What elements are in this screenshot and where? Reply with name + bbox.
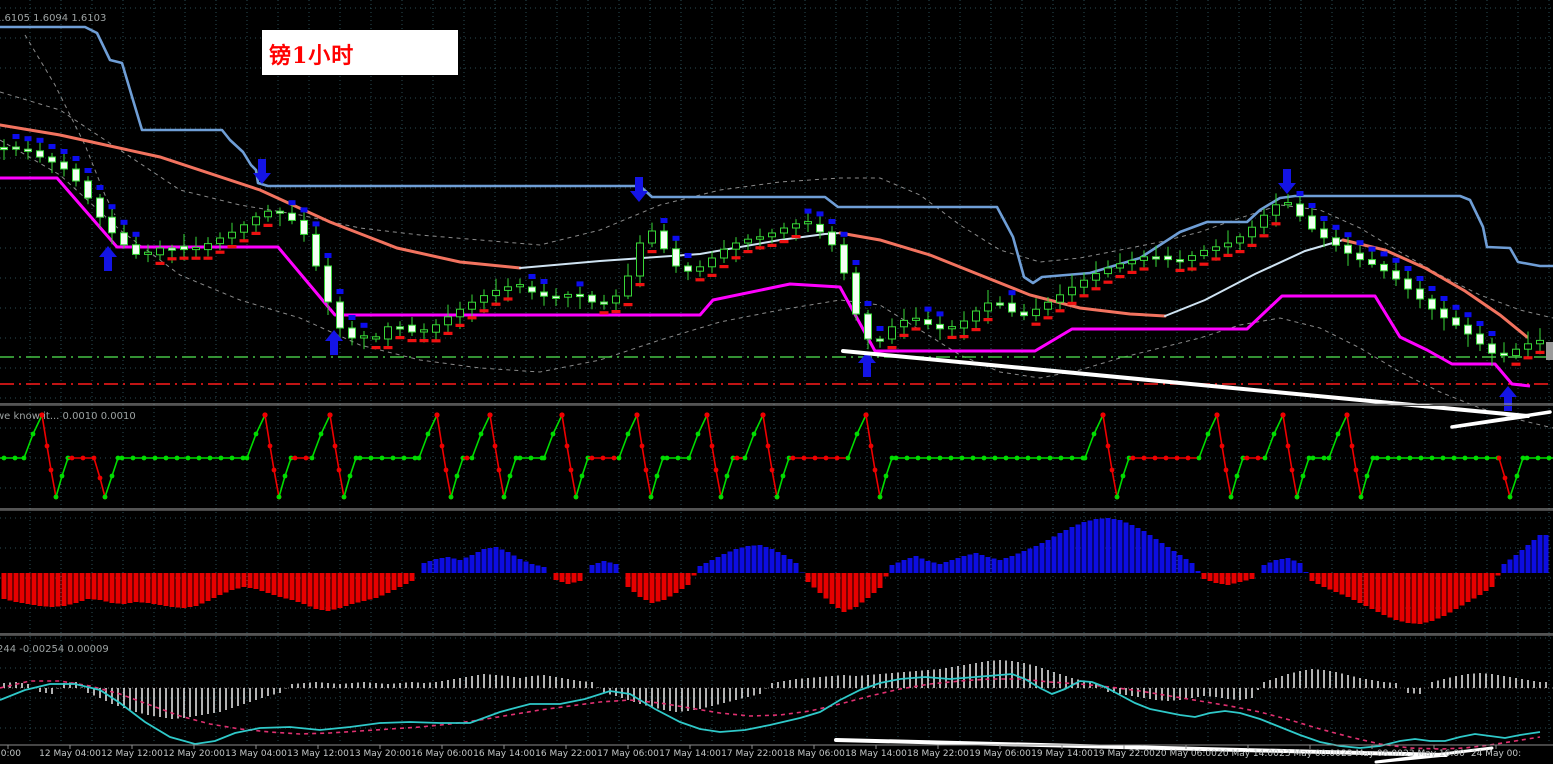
- envelope-dashed-lines: [0, 34, 1553, 429]
- sell-arrow-icon: [253, 159, 271, 184]
- semaphore-indicator: [0, 412, 1553, 500]
- time-axis-label: 23 May 16:00: [1403, 749, 1465, 759]
- right-edge-marker: [1546, 342, 1553, 360]
- time-axis-label: 20:00: [0, 749, 21, 759]
- panel-separators: [0, 403, 1553, 746]
- time-axis-label: 17 May 22:00: [721, 749, 783, 759]
- edge-marker: [1546, 342, 1553, 360]
- upper-band-line: [0, 25, 1553, 285]
- time-axis-label: 17 May 06:00: [597, 749, 659, 759]
- time-axis-label: 13 May 12:00: [287, 749, 349, 759]
- trend-ma-line: [0, 123, 1529, 339]
- white-trendline-macd[interactable]: [834, 738, 1494, 764]
- time-axis-label: 19 May 14:00: [1031, 749, 1093, 759]
- signal-arrows: [99, 159, 1517, 411]
- buy-arrow-icon: [99, 246, 117, 271]
- time-axis-label: 16 May 14:00: [473, 749, 535, 759]
- time-axis-label: 23 May 08:00: [1341, 749, 1403, 759]
- trend-marks-layer: [12, 134, 1545, 366]
- time-axis-label: 12 May 20:00: [163, 749, 225, 759]
- time-axis-label: 18 May 06:00: [783, 749, 845, 759]
- sell-arrow-icon: [1278, 169, 1296, 194]
- alert-hlines: [0, 356, 1553, 385]
- buy-arrow-icon: [1499, 386, 1517, 411]
- time-axis-label: 18 May 22:00: [907, 749, 969, 759]
- time-axis-label: 20 May 14:00: [1217, 749, 1279, 759]
- candles-layer: [0, 136, 1544, 367]
- time-axis-label: 13 May 04:00: [225, 749, 287, 759]
- sell-arrow-icon: [630, 177, 648, 202]
- time-axis-label: 12 May 04:00: [39, 749, 101, 759]
- time-axis-label: 16 May 06:00: [411, 749, 473, 759]
- time-axis-label: 16 May 22:00: [535, 749, 597, 759]
- time-axis-label: 12 May 12:00: [101, 749, 163, 759]
- time-axis-label: 17 May 14:00: [659, 749, 721, 759]
- time-axis-label: 18 May 14:00: [845, 749, 907, 759]
- stop-line-magenta: [0, 176, 1531, 388]
- time-axis-ticks: [7, 745, 1497, 749]
- updown-histogram: [1, 518, 1549, 624]
- time-axis-label: 23 May 00:00: [1279, 749, 1341, 759]
- macd-white-histogram: [3, 660, 1547, 719]
- buy-arrow-icon: [325, 330, 343, 355]
- time-axis-label: 20 May 06:00: [1155, 749, 1217, 759]
- buy-arrow-icon: [858, 352, 876, 377]
- time-axis-label: 19 May 06:00: [969, 749, 1031, 759]
- time-axis-label: 24 May 00:: [1470, 749, 1522, 759]
- time-axis-label: 19 May 22:00: [1093, 749, 1155, 759]
- annotation-note-box[interactable]: 镑1小时: [262, 30, 458, 75]
- time-axis-label: 13 May 20:00: [349, 749, 411, 759]
- macd-signal-line: [0, 678, 1541, 750]
- grid-lines: [0, 0, 1553, 744]
- annotation-note-text: 镑1小时: [269, 43, 355, 69]
